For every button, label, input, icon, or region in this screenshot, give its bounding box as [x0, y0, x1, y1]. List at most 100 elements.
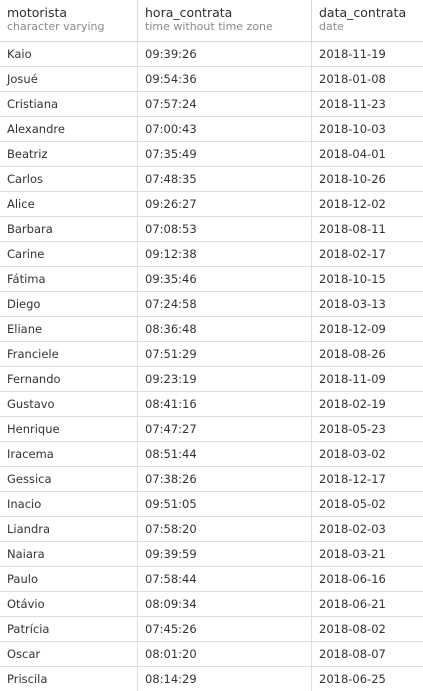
table-row[interactable]: Patrícia 07:45:26 2018-08-02	[0, 617, 423, 642]
table-row[interactable]: Beatriz 07:35:49 2018-04-01	[0, 142, 423, 167]
column-header-hora-contrata[interactable]: hora_contrata time without time zone	[138, 0, 312, 41]
cell-data-contrata[interactable]: 2018-06-21	[319, 597, 386, 611]
table-row[interactable]: Carlos 07:48:35 2018-10-26	[0, 167, 423, 192]
cell-data-contrata[interactable]: 2018-08-26	[319, 347, 386, 361]
cell-hora-contrata[interactable]: 08:01:20	[138, 642, 312, 666]
cell-motorista[interactable]: Franciele	[0, 342, 138, 366]
cell-hora-contrata[interactable]: 09:39:26	[138, 42, 312, 66]
cell-data-contrata[interactable]: 2018-06-25	[319, 672, 386, 686]
cell-hora-contrata[interactable]: 09:26:27	[138, 192, 312, 216]
table-row[interactable]: Gessica 07:38:26 2018-12-17	[0, 467, 423, 492]
cell-data-contrata[interactable]: 2018-06-16	[319, 572, 386, 586]
cell-data-contrata[interactable]: 2018-12-09	[319, 322, 386, 336]
cell-motorista[interactable]: Otávio	[0, 592, 138, 616]
cell-hora-contrata[interactable]: 07:51:29	[138, 342, 312, 366]
cell-data-contrata[interactable]: 2018-08-02	[319, 622, 386, 636]
table-row[interactable]: Eliane 08:36:48 2018-12-09	[0, 317, 423, 342]
cell-data-contrata[interactable]: 2018-05-23	[319, 422, 386, 436]
cell-hora-contrata[interactable]: 09:23:19	[138, 367, 312, 391]
table-row[interactable]: Inacio 09:51:05 2018-05-02	[0, 492, 423, 517]
cell-motorista[interactable]: Priscila	[0, 667, 138, 691]
table-row[interactable]: Josué 09:54:36 2018-01-08	[0, 67, 423, 92]
table-row[interactable]: Franciele 07:51:29 2018-08-26	[0, 342, 423, 367]
cell-data-contrata[interactable]: 2018-12-02	[319, 197, 386, 211]
cell-data-contrata[interactable]: 2018-03-13	[319, 297, 386, 311]
table-row[interactable]: Fernando 09:23:19 2018-11-09	[0, 367, 423, 392]
cell-hora-contrata[interactable]: 07:08:53	[138, 217, 312, 241]
cell-data-contrata[interactable]: 2018-11-09	[319, 372, 386, 386]
cell-hora-contrata[interactable]: 07:58:44	[138, 567, 312, 591]
cell-motorista[interactable]: Naiara	[0, 542, 138, 566]
table-row[interactable]: Naiara 09:39:59 2018-03-21	[0, 542, 423, 567]
table-row[interactable]: Henrique 07:47:27 2018-05-23	[0, 417, 423, 442]
cell-hora-contrata[interactable]: 09:12:38	[138, 242, 312, 266]
cell-data-contrata[interactable]: 2018-02-19	[319, 397, 386, 411]
cell-data-contrata[interactable]: 2018-02-17	[319, 247, 386, 261]
table-row[interactable]: Gustavo 08:41:16 2018-02-19	[0, 392, 423, 417]
cell-data-contrata[interactable]: 2018-10-03	[319, 122, 386, 136]
cell-hora-contrata[interactable]: 07:58:20	[138, 517, 312, 541]
cell-data-contrata[interactable]: 2018-03-02	[319, 447, 386, 461]
table-row[interactable]: Kaio 09:39:26 2018-11-19	[0, 42, 423, 67]
cell-data-contrata[interactable]: 2018-01-08	[319, 72, 386, 86]
cell-data-contrata[interactable]: 2018-05-02	[319, 497, 386, 511]
cell-data-contrata[interactable]: 2018-08-07	[319, 647, 386, 661]
cell-motorista[interactable]: Fernando	[0, 367, 138, 391]
cell-motorista[interactable]: Alexandre	[0, 117, 138, 141]
cell-motorista[interactable]: Eliane	[0, 317, 138, 341]
cell-hora-contrata[interactable]: 07:57:24	[138, 92, 312, 116]
cell-motorista[interactable]: Beatriz	[0, 142, 138, 166]
cell-motorista[interactable]: Oscar	[0, 642, 138, 666]
cell-hora-contrata[interactable]: 07:38:26	[138, 467, 312, 491]
cell-motorista[interactable]: Josué	[0, 67, 138, 91]
cell-motorista[interactable]: Cristiana	[0, 92, 138, 116]
cell-motorista[interactable]: Diego	[0, 292, 138, 316]
cell-motorista[interactable]: Kaio	[0, 42, 138, 66]
cell-data-contrata[interactable]: 2018-08-11	[319, 222, 386, 236]
table-row[interactable]: Oscar 08:01:20 2018-08-07	[0, 642, 423, 667]
cell-hora-contrata[interactable]: 08:09:34	[138, 592, 312, 616]
cell-motorista[interactable]: Liandra	[0, 517, 138, 541]
cell-hora-contrata[interactable]: 08:14:29	[138, 667, 312, 691]
cell-hora-contrata[interactable]: 07:48:35	[138, 167, 312, 191]
table-row[interactable]: Iracema 08:51:44 2018-03-02	[0, 442, 423, 467]
table-row[interactable]: Barbara 07:08:53 2018-08-11	[0, 217, 423, 242]
cell-motorista[interactable]: Henrique	[0, 417, 138, 441]
cell-data-contrata[interactable]: 2018-11-19	[319, 47, 386, 61]
cell-motorista[interactable]: Fátima	[0, 267, 138, 291]
cell-hora-contrata[interactable]: 09:54:36	[138, 67, 312, 91]
cell-data-contrata[interactable]: 2018-03-21	[319, 547, 386, 561]
cell-data-contrata[interactable]: 2018-02-03	[319, 522, 386, 536]
cell-motorista[interactable]: Gessica	[0, 467, 138, 491]
cell-hora-contrata[interactable]: 08:36:48	[138, 317, 312, 341]
column-header-motorista[interactable]: motorista character varying	[0, 0, 138, 41]
cell-hora-contrata[interactable]: 07:24:58	[138, 292, 312, 316]
cell-motorista[interactable]: Carine	[0, 242, 138, 266]
table-row[interactable]: Carine 09:12:38 2018-02-17	[0, 242, 423, 267]
table-row[interactable]: Fátima 09:35:46 2018-10-15	[0, 267, 423, 292]
table-row[interactable]: Alexandre 07:00:43 2018-10-03	[0, 117, 423, 142]
table-row[interactable]: Cristiana 07:57:24 2018-11-23	[0, 92, 423, 117]
column-header-data-contrata[interactable]: data_contrata date	[312, 0, 423, 41]
table-row[interactable]: Otávio 08:09:34 2018-06-21	[0, 592, 423, 617]
cell-hora-contrata[interactable]: 07:35:49	[138, 142, 312, 166]
cell-data-contrata[interactable]: 2018-10-26	[319, 172, 386, 186]
cell-hora-contrata[interactable]: 08:51:44	[138, 442, 312, 466]
cell-motorista[interactable]: Inacio	[0, 492, 138, 516]
cell-data-contrata[interactable]: 2018-11-23	[319, 97, 386, 111]
cell-data-contrata[interactable]: 2018-10-15	[319, 272, 386, 286]
cell-motorista[interactable]: Carlos	[0, 167, 138, 191]
table-row[interactable]: Liandra 07:58:20 2018-02-03	[0, 517, 423, 542]
table-row[interactable]: Diego 07:24:58 2018-03-13	[0, 292, 423, 317]
cell-hora-contrata[interactable]: 07:45:26	[138, 617, 312, 641]
table-row[interactable]: Alice 09:26:27 2018-12-02	[0, 192, 423, 217]
cell-hora-contrata[interactable]: 09:51:05	[138, 492, 312, 516]
cell-data-contrata[interactable]: 2018-04-01	[319, 147, 386, 161]
table-row[interactable]: Priscila 08:14:29 2018-06-25	[0, 667, 423, 691]
table-row[interactable]: Paulo 07:58:44 2018-06-16	[0, 567, 423, 592]
cell-hora-contrata[interactable]: 07:47:27	[138, 417, 312, 441]
cell-motorista[interactable]: Alice	[0, 192, 138, 216]
cell-hora-contrata[interactable]: 08:41:16	[138, 392, 312, 416]
cell-motorista[interactable]: Barbara	[0, 217, 138, 241]
cell-motorista[interactable]: Patrícia	[0, 617, 138, 641]
